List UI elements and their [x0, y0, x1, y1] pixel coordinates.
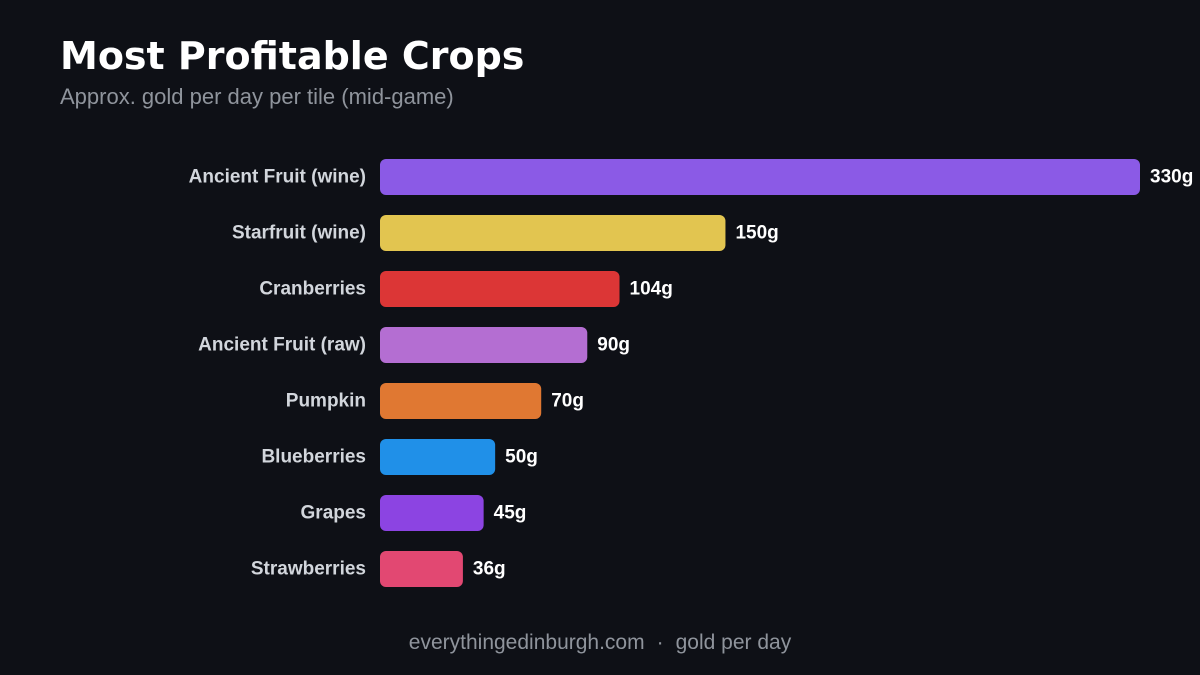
chart-title: Most Profitable Crops — [60, 34, 525, 78]
value-label-pumpkin: 70g — [551, 391, 584, 412]
bar-ancient-fruit-raw — [380, 327, 588, 363]
bar-starfruit-wine — [380, 215, 726, 251]
category-label-pumpkin: Pumpkin — [286, 391, 366, 412]
footer-separator: · — [656, 631, 664, 654]
bar-chart: Ancient Fruit (wine) 330g Starfruit (wine)… — [189, 159, 1193, 587]
value-label-cranberries: 104g — [630, 279, 673, 300]
value-label-strawberries: 36g — [473, 559, 506, 580]
category-label-ancient-fruit-raw: Ancient Fruit (raw) — [198, 335, 366, 356]
value-label-blueberries: 50g — [505, 447, 538, 468]
footer-source: everythingedinburgh.com — [408, 631, 645, 654]
category-label-blueberries: Blueberries — [261, 447, 366, 468]
bar-pumpkin — [380, 383, 542, 419]
bar-grapes — [380, 495, 484, 531]
value-label-grapes: 45g — [494, 503, 527, 524]
bar-ancient-fruit-wine — [380, 159, 1140, 195]
bar-cranberries — [380, 271, 620, 307]
value-label-ancient-fruit-wine: 330g — [1150, 167, 1193, 188]
bar-blueberries — [380, 439, 496, 475]
value-label-ancient-fruit-raw: 90g — [597, 335, 630, 356]
chart-subtitle: Approx. gold per day per tile (mid-game) — [60, 84, 454, 109]
value-label-starfruit-wine: 150g — [735, 223, 778, 244]
bar-strawberries — [380, 551, 463, 587]
category-label-strawberries: Strawberries — [251, 559, 366, 580]
category-label-cranberries: Cranberries — [259, 279, 366, 300]
chart-footer: everythingedinburgh.com · gold per day — [0, 630, 1200, 656]
category-label-starfruit-wine: Starfruit (wine) — [232, 223, 366, 244]
category-label-ancient-fruit-wine: Ancient Fruit (wine) — [189, 167, 366, 188]
footer-note: gold per day — [675, 631, 792, 654]
category-label-grapes: Grapes — [301, 503, 366, 524]
